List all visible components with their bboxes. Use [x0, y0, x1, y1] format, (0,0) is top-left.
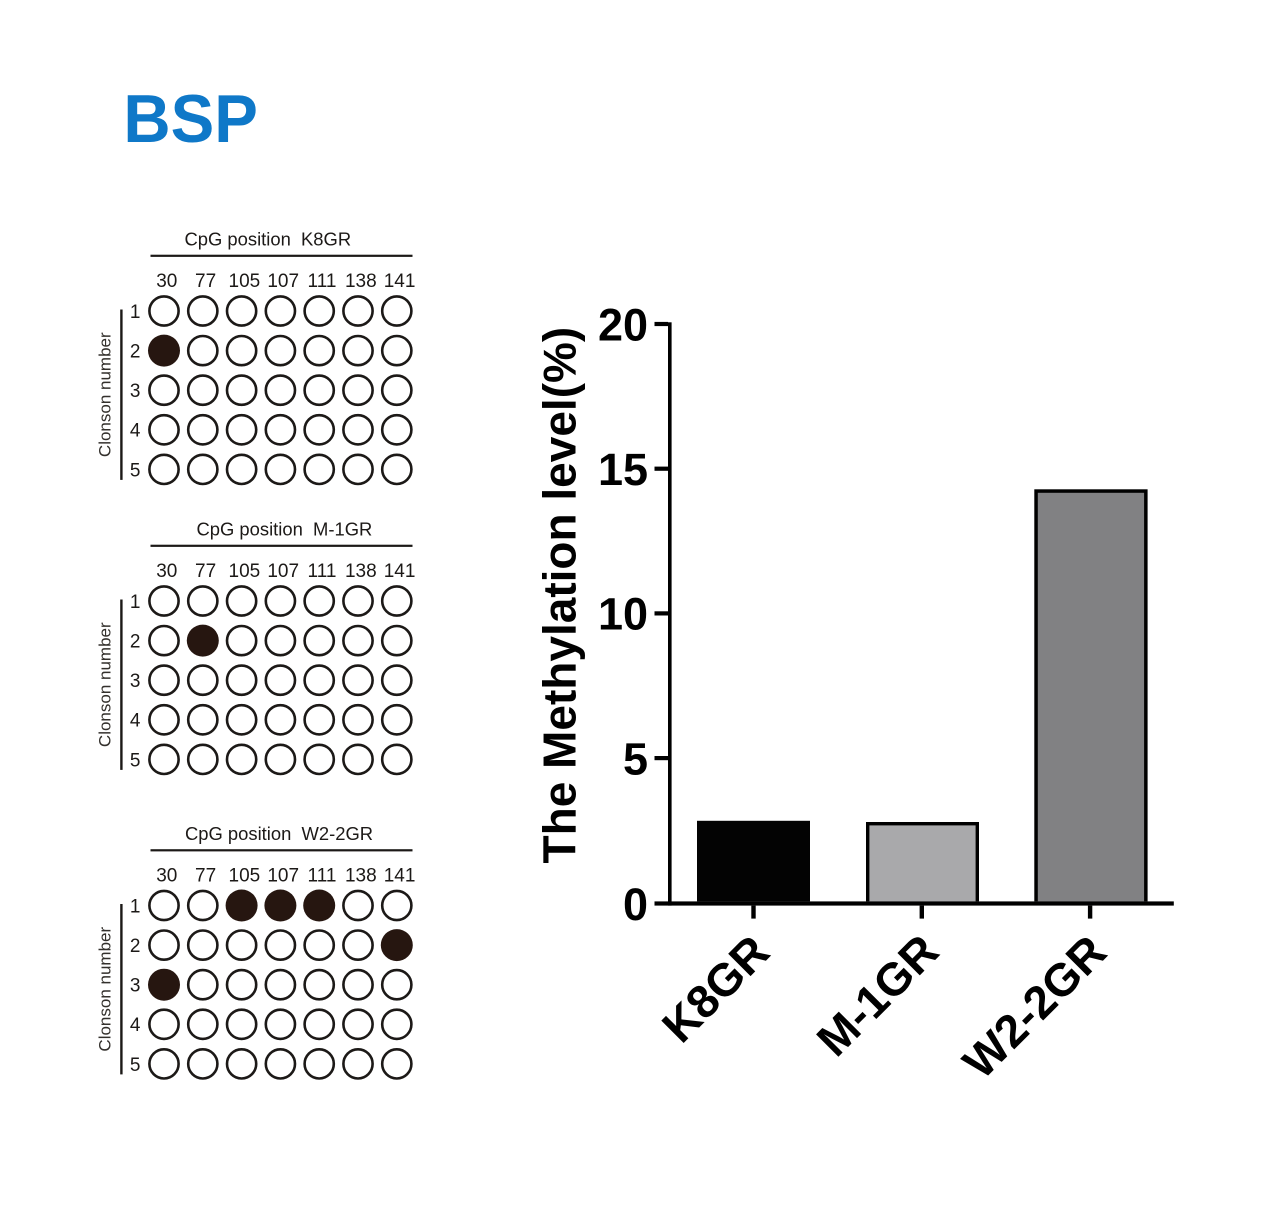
svg-text:105: 105: [229, 271, 261, 292]
svg-text:CpG position W2-2GR: CpG position W2-2GR: [185, 823, 373, 844]
svg-text:141: 141: [384, 561, 416, 582]
svg-text:Clonson number: Clonson number: [95, 622, 114, 747]
svg-text:111: 111: [308, 866, 337, 887]
svg-text:5: 5: [130, 1055, 141, 1076]
svg-text:107: 107: [267, 866, 299, 887]
svg-text:10: 10: [598, 589, 648, 640]
svg-text:15: 15: [598, 444, 648, 495]
svg-text:Clonson number: Clonson number: [95, 332, 114, 457]
svg-text:4: 4: [130, 711, 141, 732]
svg-text:2: 2: [130, 342, 141, 363]
svg-text:3: 3: [130, 381, 141, 402]
svg-text:4: 4: [130, 1015, 141, 1036]
svg-text:1: 1: [130, 896, 141, 917]
svg-text:2: 2: [130, 936, 141, 957]
svg-text:20: 20: [598, 299, 648, 350]
svg-text:1: 1: [130, 302, 141, 323]
svg-text:2: 2: [130, 632, 141, 653]
svg-text:5: 5: [623, 733, 648, 784]
svg-text:Clonson number: Clonson number: [95, 927, 114, 1052]
svg-text:77: 77: [195, 271, 216, 292]
svg-text:141: 141: [384, 866, 416, 887]
svg-text:107: 107: [267, 271, 299, 292]
svg-text:The Methylation level(%): The Methylation level(%): [533, 327, 585, 864]
svg-text:138: 138: [345, 866, 377, 887]
svg-text:1: 1: [130, 592, 141, 613]
svg-text:107: 107: [267, 561, 299, 582]
svg-text:4: 4: [130, 421, 141, 442]
svg-text:138: 138: [345, 271, 377, 292]
svg-text:30: 30: [156, 271, 177, 292]
svg-text:77: 77: [195, 866, 216, 887]
svg-text:105: 105: [229, 866, 261, 887]
svg-text:30: 30: [156, 561, 177, 582]
svg-text:5: 5: [130, 460, 141, 481]
svg-text:138: 138: [345, 561, 377, 582]
svg-text:CpG position K8GR: CpG position K8GR: [185, 229, 352, 250]
svg-text:CpG position M-1GR: CpG position M-1GR: [197, 519, 373, 540]
svg-text:30: 30: [156, 866, 177, 887]
svg-text:5: 5: [130, 750, 141, 771]
svg-text:3: 3: [130, 976, 141, 997]
svg-text:111: 111: [308, 271, 337, 292]
svg-text:0: 0: [623, 879, 648, 930]
svg-text:111: 111: [308, 561, 337, 582]
svg-text:77: 77: [195, 561, 216, 582]
svg-text:141: 141: [384, 271, 416, 292]
svg-text:3: 3: [130, 671, 141, 692]
svg-text:105: 105: [229, 561, 261, 582]
svg-text:BSP: BSP: [123, 81, 258, 157]
